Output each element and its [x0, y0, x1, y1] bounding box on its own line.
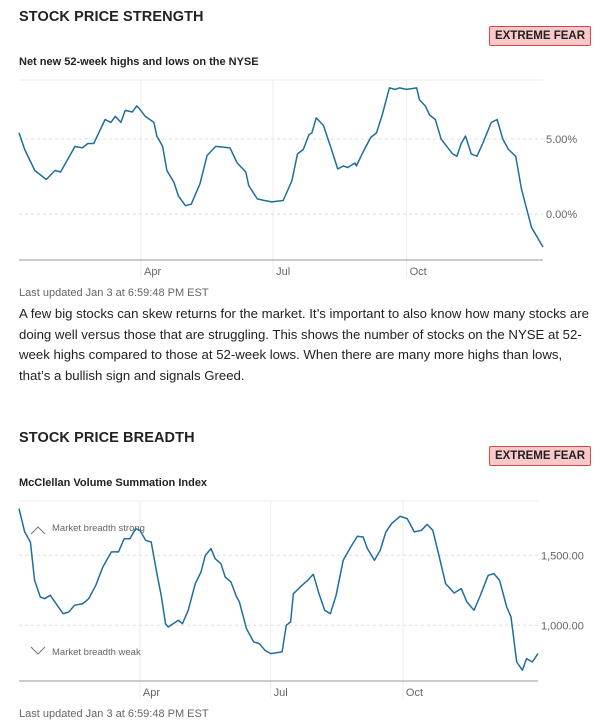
series-line: [18, 508, 539, 671]
x-tick-label: Oct: [410, 266, 427, 278]
section-title-breadth: STOCK PRICE BREADTH: [19, 430, 195, 446]
y-tick-label: 1,500.00: [541, 550, 584, 562]
chevron-down-icon: [30, 646, 46, 655]
chart-subtitle-breadth: McClellan Volume Summation Index: [19, 477, 208, 489]
section-title-strength: STOCK PRICE STRENGTH: [19, 9, 204, 25]
x-tick-label: Jul: [276, 266, 290, 278]
description-paragraph: A few big stocks can skew returns for th…: [19, 306, 589, 383]
x-tick-label: Oct: [406, 687, 423, 699]
y-tick-label: 1,000.00: [541, 620, 584, 632]
chart-subtitle-strength: Net new 52-week highs and lows on the NY…: [19, 56, 259, 68]
last-updated-breadth: Last updated Jan 3 at 6:59:48 PM EST: [19, 708, 209, 720]
chevron-up-icon: [30, 526, 46, 535]
chart-strength: Apr Jul Oct 5.00% 0.00%: [18, 79, 577, 278]
y-tick-label: 5.00%: [546, 134, 577, 146]
series-line: [18, 87, 544, 248]
annotation-breadth-weak: Market breadth weak: [52, 647, 141, 658]
annotation-breadth-strong: Market breadth strong: [52, 523, 145, 534]
y-tick-label: 0.00%: [546, 209, 577, 221]
x-tick-label: Jul: [274, 687, 288, 699]
last-updated-strength: Last updated Jan 3 at 6:59:48 PM EST: [19, 287, 209, 299]
chart-breadth: Apr Jul Oct 1,500.00 1,000.00 Market breadth …: [18, 500, 584, 699]
status-badge-strength: EXTREME FEAR: [489, 26, 591, 46]
x-tick-label: Apr: [143, 687, 160, 699]
status-badge-breadth: EXTREME FEAR: [489, 446, 591, 466]
x-tick-label: Apr: [144, 266, 161, 278]
